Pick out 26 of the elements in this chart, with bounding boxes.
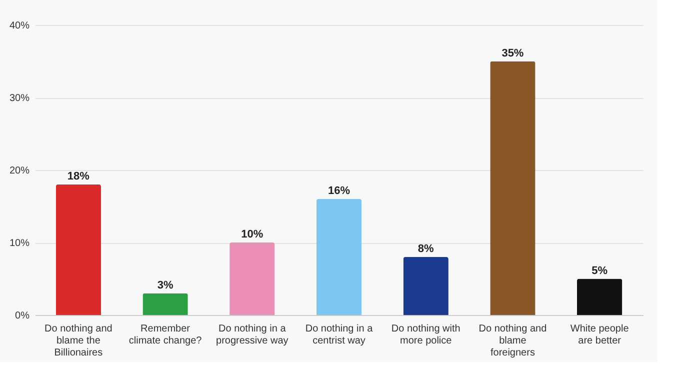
x-tick-label: Remember climate change? xyxy=(128,324,202,346)
x-tick-label: Do nothing and blame the Billionaires xyxy=(44,324,112,358)
data-label: 35% xyxy=(502,47,524,60)
bar xyxy=(576,278,622,315)
x-tick-label: White people are better xyxy=(570,324,630,346)
x-tick-label: Do nothing and blame foreigners xyxy=(478,324,547,358)
x-tick-label: Do nothing with more police xyxy=(391,324,460,346)
bar xyxy=(142,293,188,315)
bar xyxy=(230,242,275,315)
data-label: 10% xyxy=(241,228,264,240)
y-tick-label: 0% xyxy=(15,310,30,322)
data-label: 8% xyxy=(418,243,434,255)
data-label: 18% xyxy=(67,170,90,182)
y-tick-label: 40% xyxy=(9,20,30,32)
x-tick-label: Do nothing in a progressive way xyxy=(216,324,288,346)
bar xyxy=(490,61,536,315)
data-label: 16% xyxy=(328,185,350,197)
y-tick-label: 20% xyxy=(9,166,30,176)
y-tick-label: 10% xyxy=(9,238,30,249)
bar xyxy=(403,257,448,315)
bar xyxy=(56,184,102,315)
data-label: 5% xyxy=(592,264,608,277)
bar xyxy=(316,199,362,315)
data-label: 3% xyxy=(157,279,174,292)
x-tick-label: Do nothing in a centrist way xyxy=(305,324,374,346)
y-tick-label: 30% xyxy=(9,93,30,104)
